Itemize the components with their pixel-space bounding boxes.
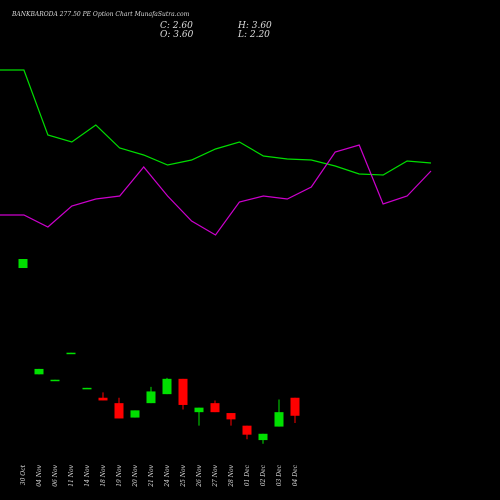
candle-body xyxy=(130,410,140,418)
candle-body xyxy=(146,391,156,404)
candle-body xyxy=(226,413,236,420)
x-tick-label: 26 Nov xyxy=(196,464,203,487)
x-tick-label: 11 Nov xyxy=(68,464,75,486)
x-tick-label: 14 Nov xyxy=(84,464,91,486)
x-tick-label: 24 Nov xyxy=(164,464,171,487)
candle-body xyxy=(194,407,204,413)
candle-body xyxy=(18,259,28,269)
candle-body xyxy=(50,379,60,382)
x-tick-label: 02 Dec xyxy=(260,464,267,486)
candle-body xyxy=(178,378,188,405)
candle-body xyxy=(162,378,172,395)
candle-body xyxy=(66,352,76,355)
candle-body xyxy=(242,425,252,435)
candle-body xyxy=(34,368,44,375)
x-tick-label: 27 Nov xyxy=(212,464,219,487)
x-tick-label: 06 Nov xyxy=(52,464,59,486)
x-tick-label: 04 Nov xyxy=(36,464,43,486)
info-open: O: 3.60 xyxy=(160,30,194,40)
info-high: H: 3.60 xyxy=(237,21,272,31)
x-tick-label: 25 Nov xyxy=(180,464,187,487)
candle-body xyxy=(114,403,124,419)
x-tick-label: 18 Nov xyxy=(100,464,107,486)
x-tick-label: 01 Dec xyxy=(244,464,251,486)
candle-body xyxy=(82,387,92,390)
x-tick-label: 30 Oct xyxy=(20,464,27,485)
x-tick-label: 28 Nov xyxy=(228,464,235,487)
chart-title: BANKBARODA 277.50 PE Option Chart Munafa… xyxy=(11,11,190,18)
x-tick-label: 19 Nov xyxy=(116,464,123,486)
candle-body xyxy=(290,397,300,416)
indicator-line xyxy=(0,69,432,176)
x-tick-label: 21 Nov xyxy=(148,464,155,487)
x-tick-label: 03 Dec xyxy=(276,464,283,486)
x-tick-label: 04 Dec xyxy=(292,464,299,486)
candle-body xyxy=(98,397,108,401)
candle-body xyxy=(210,403,220,413)
candle-body xyxy=(258,433,268,441)
indicator-line xyxy=(0,144,432,236)
x-tick-label: 20 Nov xyxy=(132,464,139,487)
info-low: L: 2.20 xyxy=(237,30,270,40)
info-close: C: 2.60 xyxy=(160,21,193,31)
candle-body xyxy=(274,412,284,427)
